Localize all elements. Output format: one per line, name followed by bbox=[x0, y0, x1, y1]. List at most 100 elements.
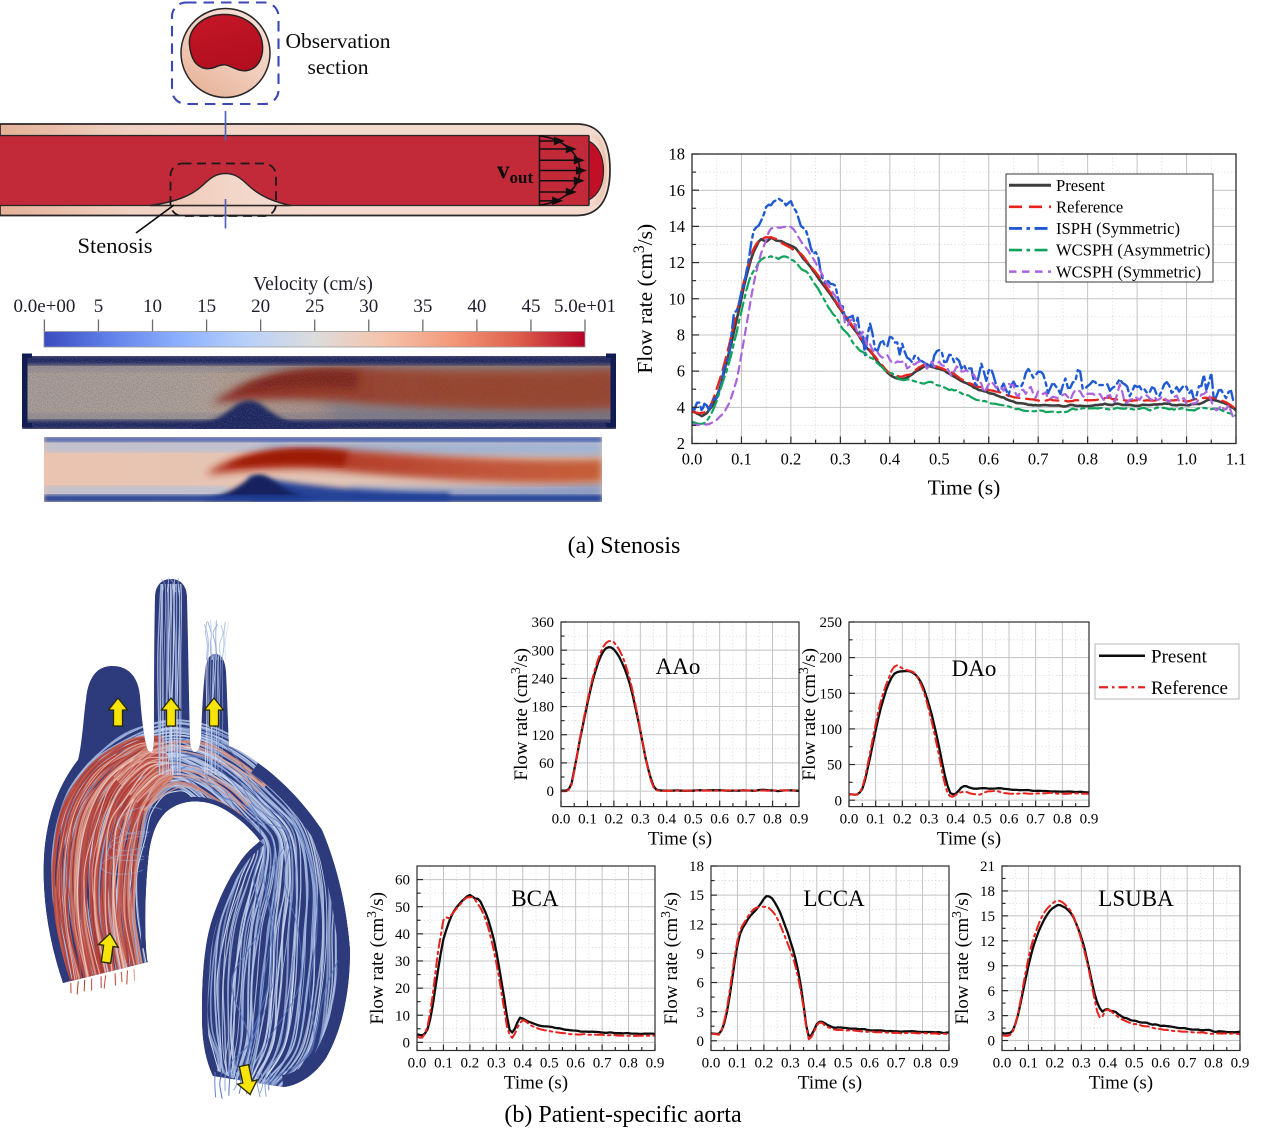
x-tick-label: 0.8 bbox=[913, 1056, 932, 1072]
y-tick-label: 40 bbox=[395, 927, 410, 943]
observation-dashed-box bbox=[170, 1, 280, 106]
chart-xlabel: Time (s) bbox=[937, 829, 1001, 850]
y-tick-label: 300 bbox=[532, 643, 555, 659]
colorbar-tick-label: 20 bbox=[251, 296, 270, 317]
x-tick-label: 0.4 bbox=[657, 812, 676, 828]
x-tick-label: 0.1 bbox=[434, 1056, 453, 1072]
x-tick-label: 0.1 bbox=[728, 1056, 747, 1072]
colorbar-tick-label: 15 bbox=[197, 296, 216, 317]
chart-panel-label: LCCA bbox=[803, 886, 865, 911]
y-tick-label: 3 bbox=[697, 1005, 705, 1021]
chart-tick-labels: 0.0 0.1 0.2 0.3 0.4 0.5 0.6 0.7 0.8 0.9 0 10 20 30 40 5… bbox=[395, 873, 664, 1072]
flow-arrow bbox=[160, 696, 182, 727]
aorta-streamline-view bbox=[43, 577, 351, 1099]
chart-series bbox=[849, 664, 1089, 798]
y-tick-label: 18 bbox=[669, 145, 686, 164]
y-tick-label: 6 bbox=[697, 976, 705, 992]
x-tick-label: 1.1 bbox=[1226, 450, 1247, 469]
chart-dao: 0.0 0.1 0.2 0.3 0.4 0.5 0.6 0.7 0.8 0.9 0 50 100 150 2… bbox=[796, 615, 1099, 850]
chart-tick-labels: 0.0 0.1 0.2 0.3 0.4 0.5 0.6 0.7 0.8 0.9 1.0 1.1 2 4 6 8… bbox=[669, 145, 1247, 469]
y-tick-label: 14 bbox=[669, 217, 686, 236]
chart-series bbox=[1002, 899, 1240, 1037]
flow-arrow bbox=[107, 696, 129, 727]
chart-legend: Present Reference ISPH (Symmetric) WCSPH (A… bbox=[1005, 173, 1214, 283]
x-tick-label: 0.9 bbox=[790, 812, 809, 828]
stenosis-label: Stenosis bbox=[77, 233, 152, 258]
colorbar-tick-label: 0.0e+00 bbox=[13, 296, 75, 317]
y-tick-label: 18 bbox=[980, 884, 995, 900]
y-tick-label: 6 bbox=[988, 984, 996, 1000]
y-tick-label: 9 bbox=[988, 959, 996, 975]
y-tick-label: 0 bbox=[697, 1034, 705, 1050]
chart-ylabel: Flow rate (cm3/s) bbox=[631, 224, 657, 374]
aorta-outflow-wisps bbox=[70, 577, 271, 1099]
series-wcsph-symmetric- bbox=[692, 225, 1236, 427]
chart-ylabel: Flow rate (cm3/s) bbox=[796, 648, 820, 780]
chart-ylabel: Flow rate (cm3/s) bbox=[508, 648, 532, 780]
chart-lcca: 0.0 0.1 0.2 0.3 0.4 0.5 0.6 0.7 0.8 0.9 0 3 6 9 12 15 18… bbox=[658, 859, 959, 1093]
chart-panel-label: AAo bbox=[656, 654, 701, 679]
x-tick-label: 0.8 bbox=[1053, 812, 1072, 828]
x-tick-label: 0.5 bbox=[973, 812, 992, 828]
legend-entry-label: Reference bbox=[1056, 197, 1123, 216]
colorbar-tick-label: 45 bbox=[521, 296, 540, 317]
simulation-strips bbox=[22, 353, 616, 502]
legend-b: Present Reference bbox=[1094, 643, 1240, 700]
chart-series bbox=[711, 894, 949, 1041]
x-tick-label: 0.1 bbox=[1019, 1056, 1038, 1072]
chart-ticks bbox=[416, 878, 656, 1051]
series-reference bbox=[417, 896, 655, 1039]
vessel-lumen bbox=[0, 135, 589, 206]
chart-ticks bbox=[710, 865, 950, 1051]
chart-minor-grid bbox=[1002, 866, 1240, 1051]
x-tick-label: 0.6 bbox=[978, 450, 999, 469]
flow-arrow bbox=[236, 1063, 259, 1096]
y-tick-label: 10 bbox=[669, 289, 686, 308]
y-tick-label: 0 bbox=[835, 793, 843, 809]
x-tick-label: 0.6 bbox=[860, 1056, 879, 1072]
chart-minor-grid bbox=[711, 866, 949, 1051]
y-tick-label: 50 bbox=[395, 900, 410, 916]
chart-bca: 0.0 0.1 0.2 0.3 0.4 0.5 0.6 0.7 0.8 0.9 0 10 20 30 40 5… bbox=[364, 865, 664, 1094]
x-tick-label: 0.5 bbox=[684, 812, 703, 828]
y-tick-label: 150 bbox=[820, 686, 843, 702]
series-reference bbox=[849, 664, 1089, 798]
x-tick-label: 0.7 bbox=[737, 812, 756, 828]
x-tick-label: 0.6 bbox=[1000, 812, 1019, 828]
chart-tick-labels: 0.0 0.1 0.2 0.3 0.4 0.5 0.6 0.7 0.8 0.9 0 3 6 9 12 15 18… bbox=[980, 859, 1249, 1071]
stenosis-bump bbox=[149, 172, 292, 207]
x-tick-label: 0.3 bbox=[1072, 1056, 1091, 1072]
x-tick-label: 0.1 bbox=[731, 450, 752, 469]
x-tick-label: 0.2 bbox=[1046, 1056, 1065, 1072]
x-tick-label: 0.0 bbox=[702, 1056, 721, 1072]
x-tick-label: 0.2 bbox=[755, 1056, 774, 1072]
chart-series bbox=[692, 197, 1236, 427]
aorta-flow-arrows bbox=[96, 696, 259, 1096]
y-tick-label: 6 bbox=[677, 362, 685, 381]
chart-minor-grid bbox=[849, 622, 1089, 807]
y-tick-label: 50 bbox=[827, 758, 842, 774]
x-tick-label: 1.0 bbox=[1176, 450, 1197, 469]
x-tick-label: 0.2 bbox=[781, 450, 802, 469]
x-tick-label: 0.4 bbox=[513, 1056, 532, 1072]
y-tick-label: 100 bbox=[820, 722, 843, 738]
x-tick-label: 0.2 bbox=[893, 812, 912, 828]
colorbar-tick-label: 40 bbox=[467, 296, 486, 317]
colorbar-tick-label: 10 bbox=[143, 296, 162, 317]
chart-ticks bbox=[691, 153, 1237, 445]
x-tick-label: 0.8 bbox=[619, 1056, 638, 1072]
y-tick-label: 60 bbox=[539, 756, 554, 772]
flow-arrow bbox=[96, 932, 120, 964]
caption-a: (a) Stenosis bbox=[567, 533, 681, 559]
x-tick-label: 0.6 bbox=[1151, 1056, 1170, 1072]
outlet-dome bbox=[588, 139, 605, 202]
legend-entry-label: WCSPH (Asymmetric) bbox=[1056, 241, 1210, 260]
chart-panel-label: BCA bbox=[511, 886, 559, 911]
stenosis-pointer-line bbox=[135, 204, 175, 234]
series-wcsph-asymmetric- bbox=[692, 255, 1236, 425]
chart-ylabel: Flow rate (cm3/s) bbox=[658, 892, 682, 1024]
x-tick-label: 0.7 bbox=[887, 1056, 906, 1072]
stenosis-dashed-box bbox=[169, 162, 277, 217]
y-tick-label: 15 bbox=[689, 888, 704, 904]
chart-tick-labels: 0.0 0.1 0.2 0.3 0.4 0.5 0.6 0.7 0.8 0.9 0 50 100 150 2… bbox=[820, 615, 1099, 828]
